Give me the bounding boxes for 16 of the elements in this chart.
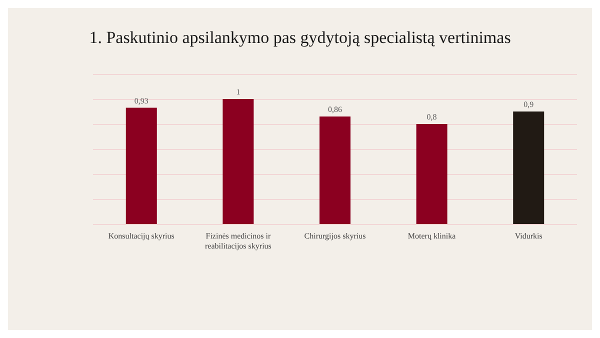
x-tick-label: Fizinės medicinos ir reabilitacijos skyrius <box>204 232 272 250</box>
bar <box>222 99 254 224</box>
bar <box>416 124 448 224</box>
x-tick-label: Vidurkis <box>514 232 542 240</box>
data-label: 0,86 <box>328 105 342 114</box>
x-tick-label: Konsultacijų skyrius <box>108 232 174 240</box>
x-tick-label: Moterų klinika <box>408 232 456 240</box>
data-label: 1 <box>236 88 240 96</box>
bar <box>320 116 350 224</box>
data-label: 0,8 <box>426 112 437 122</box>
data-label: 0,93 <box>134 96 148 106</box>
chart-title: 1. Paskutinio apsilankymo pas gydytoją specialistą vertinimas <box>89 28 511 47</box>
bar <box>513 112 544 224</box>
data-label: 0,9 <box>524 100 534 109</box>
bar <box>126 108 157 224</box>
x-tick-label: Chirurgijos skyrius <box>304 232 366 240</box>
